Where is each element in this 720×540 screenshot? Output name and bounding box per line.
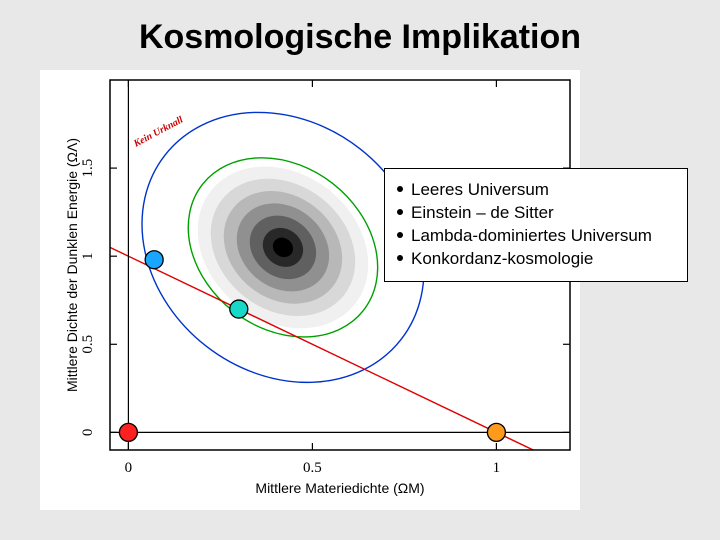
plot-area: 0 0.5 1 0 0.5 1 1.5 Kein Urknall: [40, 70, 580, 510]
legend-text: Einstein – de Sitter: [411, 202, 675, 225]
legend-text: Leeres Universum: [411, 179, 675, 202]
legend-item: Einstein – de Sitter: [397, 202, 675, 225]
plot-svg: 0 0.5 1 0 0.5 1 1.5 Kein Urknall: [40, 70, 580, 510]
svg-text:0: 0: [80, 429, 96, 437]
svg-text:Kein Urknall: Kein Urknall: [131, 114, 185, 150]
bullet-icon: [397, 255, 403, 261]
legend-item: Leeres Universum: [397, 179, 675, 202]
svg-text:1: 1: [80, 252, 96, 260]
point-concordance: [230, 300, 248, 318]
bullet-icon: [397, 232, 403, 238]
legend-item: Lambda-dominiertes Universum: [397, 225, 675, 248]
page-title: Kosmologische Implikation: [0, 18, 720, 57]
svg-text:0.5: 0.5: [303, 460, 322, 476]
y-axis-label: Mittlere Dichte der Dunklen Energie (ΩΛ): [64, 80, 80, 450]
x-axis-label: Mittlere Materiedichte (ΩM): [110, 480, 570, 496]
svg-text:0.5: 0.5: [80, 335, 96, 354]
point-eds: [487, 423, 505, 441]
bullet-icon: [397, 209, 403, 215]
legend-item: Konkordanz-kosmologie: [397, 248, 675, 271]
legend-box: Leeres UniversumEinstein – de SitterLamb…: [384, 168, 688, 282]
legend-text: Lambda-dominiertes Universum: [411, 225, 675, 248]
legend-text: Konkordanz-kosmologie: [411, 248, 675, 271]
point-empty: [119, 423, 137, 441]
point-lambda: [145, 251, 163, 269]
svg-text:1.5: 1.5: [80, 159, 96, 178]
svg-text:1: 1: [493, 460, 501, 476]
bullet-icon: [397, 186, 403, 192]
svg-text:0: 0: [125, 460, 132, 476]
